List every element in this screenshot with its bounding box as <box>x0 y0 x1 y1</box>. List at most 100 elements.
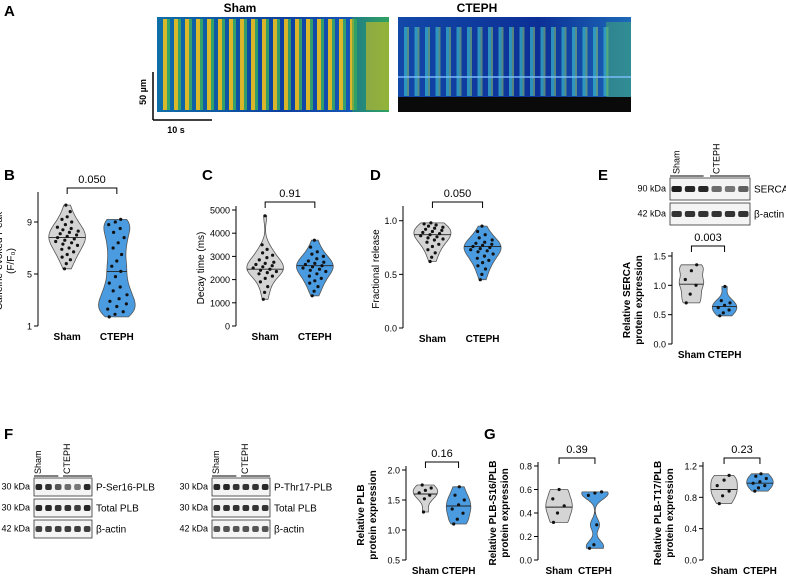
calcium-transient-band <box>211 19 214 110</box>
data-point <box>265 256 269 260</box>
data-point <box>419 234 423 238</box>
data-point <box>271 253 275 257</box>
data-point <box>455 517 459 521</box>
calcium-transient-band <box>321 19 324 110</box>
data-point <box>122 236 126 240</box>
data-point <box>67 230 71 234</box>
blot-band <box>54 526 62 532</box>
data-point <box>453 493 457 497</box>
data-point <box>270 274 274 278</box>
calcium-transient-band <box>317 19 321 110</box>
data-point <box>562 504 566 508</box>
violin-cteph <box>711 286 738 317</box>
blot-band <box>223 484 230 490</box>
data-point <box>721 494 725 498</box>
x-category-label: CTEPH <box>708 350 742 361</box>
data-point <box>764 476 768 481</box>
calcium-transient-band <box>438 27 441 96</box>
y-tick-label: 9 <box>27 218 32 228</box>
calcium-transient-band <box>189 19 192 110</box>
data-point <box>551 497 555 501</box>
data-point <box>124 302 128 306</box>
x-category-label: CTEPH <box>743 566 777 576</box>
data-point <box>586 493 591 497</box>
calcium-transient-band <box>582 27 586 96</box>
blot-band <box>724 211 736 217</box>
y-tick-label: 5 <box>27 270 32 280</box>
data-point <box>490 238 494 242</box>
calcium-transient-band <box>551 27 554 96</box>
blot-group-label: CTEPH <box>62 443 72 474</box>
calcium-transient-band <box>491 27 493 96</box>
data-point <box>426 224 431 228</box>
calcium-transient-band <box>414 27 418 96</box>
blot-group-label: Sham <box>33 450 43 474</box>
blot-band <box>83 484 91 490</box>
data-point <box>251 266 255 270</box>
violin-sham <box>545 489 573 523</box>
y-tick-label: 3000 <box>210 252 230 262</box>
data-point <box>72 250 76 254</box>
data-point <box>722 478 726 482</box>
data-point <box>727 308 731 312</box>
data-point <box>324 269 328 274</box>
data-point <box>426 236 430 240</box>
data-point <box>106 307 110 311</box>
data-point <box>483 233 487 237</box>
blot-band <box>261 526 269 532</box>
panel-letter: E <box>598 167 608 184</box>
data-point <box>485 249 489 253</box>
panel-letter: C <box>202 167 213 184</box>
x-category-label: CTEPH <box>466 334 500 345</box>
blot-band <box>83 526 91 532</box>
data-point <box>58 232 62 236</box>
data-point <box>695 263 699 267</box>
data-point <box>429 486 433 490</box>
calcium-transient-band <box>196 19 200 110</box>
blot-band <box>684 186 696 192</box>
data-point <box>478 278 482 282</box>
data-point <box>118 285 122 289</box>
calcium-transient-band <box>229 19 233 110</box>
blot-band <box>45 484 52 490</box>
y-axis-label: Relative SERCA <box>622 262 633 338</box>
calcium-transient-band <box>554 27 556 96</box>
data-point <box>317 267 322 271</box>
calcium-transient-band <box>540 27 544 96</box>
data-point <box>268 267 272 271</box>
data-point <box>257 272 261 276</box>
data-point <box>600 490 604 494</box>
blot-band <box>54 484 62 490</box>
calcium-transient-band <box>530 27 533 96</box>
data-point <box>75 233 79 237</box>
data-point <box>430 255 434 259</box>
y-tick-label: 1.0 <box>653 281 666 291</box>
data-point <box>592 543 596 547</box>
calcium-transient-band <box>332 19 335 110</box>
data-point <box>315 272 319 276</box>
data-point <box>428 259 432 264</box>
data-point <box>313 261 317 265</box>
calcium-transient-band <box>561 27 565 96</box>
blot-band <box>45 505 52 511</box>
blot-kda-label: 30 kDa <box>179 503 208 513</box>
blot-kda-label: 30 kDa <box>1 503 30 513</box>
data-point <box>716 306 720 310</box>
data-point <box>316 285 320 289</box>
data-point <box>683 277 687 282</box>
x-category-label: Sham <box>54 332 81 343</box>
blot-kda-label: 42 kDa <box>179 524 208 534</box>
data-point <box>265 247 269 251</box>
calcium-transient-band <box>456 27 460 96</box>
x-category-label: CTEPH <box>100 332 134 343</box>
data-point <box>266 285 270 289</box>
blot-band <box>242 505 250 511</box>
x-category-label: CTEPH <box>298 332 332 343</box>
data-point <box>63 223 67 227</box>
blot-band <box>64 505 72 511</box>
data-point <box>263 276 267 280</box>
calcium-transient-band <box>603 27 607 96</box>
western-blot-e: Sham CTEPH 90 kDa SERCA2a 42 kDa β-actin <box>637 143 786 226</box>
data-point <box>62 267 67 271</box>
data-point <box>754 474 758 478</box>
